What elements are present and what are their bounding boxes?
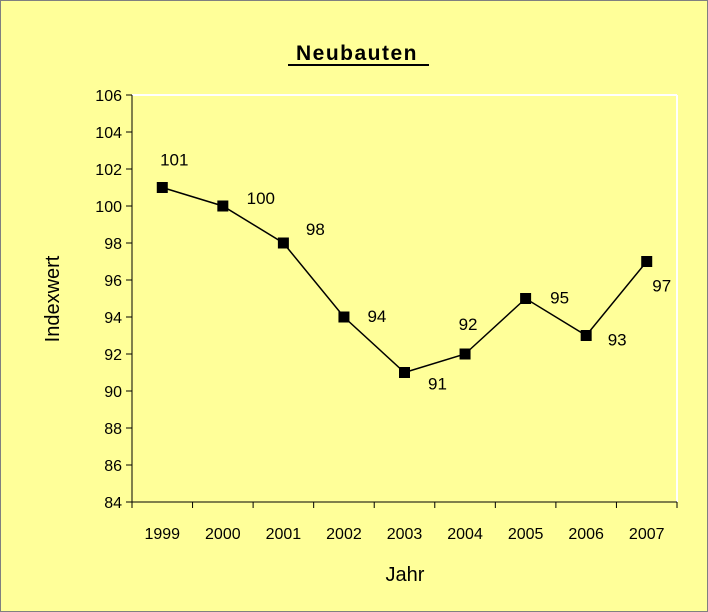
y-axis: 84 86 88 90 92 94 96 98 100 102 104 106 — [95, 88, 133, 512]
plot-background — [132, 95, 677, 502]
data-label: 97 — [652, 277, 671, 296]
plot-area — [132, 94, 678, 502]
data-point-marker — [338, 311, 350, 323]
data-point-marker — [217, 200, 229, 212]
y-tick-label: 100 — [95, 199, 122, 216]
data-label: 92 — [459, 315, 478, 334]
x-axis: 1999 2000 2001 2002 2003 2004 2005 2006 2007 — [131, 501, 678, 543]
x-tick-label: 2002 — [326, 526, 362, 543]
data-point-marker — [156, 182, 168, 193]
x-tick-label: 2001 — [266, 526, 302, 543]
data-point-marker — [277, 237, 289, 249]
y-axis-title: Indexwert — [42, 255, 64, 342]
y-tick-label: 94 — [104, 310, 122, 327]
y-tick-label: 88 — [104, 421, 122, 438]
y-tick-label: 86 — [104, 458, 122, 475]
chart-title: Neubauten — [296, 42, 418, 65]
data-point-marker — [580, 330, 592, 341]
x-tick-label: 2006 — [568, 526, 604, 543]
y-tick-label: 102 — [95, 162, 122, 179]
markers-group — [156, 182, 653, 378]
x-tick-label: 2005 — [508, 526, 544, 543]
data-point-marker — [459, 348, 471, 360]
y-tick-label: 98 — [104, 236, 122, 253]
y-tick-label: 104 — [95, 125, 122, 142]
data-label: 93 — [608, 331, 627, 350]
x-tick-label: 2004 — [447, 526, 483, 543]
data-label: 101 — [160, 151, 188, 170]
x-tick-label: 1999 — [144, 526, 180, 543]
y-tick-label: 84 — [104, 495, 122, 512]
data-labels-group: 101 100 98 94 91 92 95 93 97 — [160, 151, 671, 394]
data-point-marker — [641, 256, 653, 267]
y-tick-label: 106 — [95, 88, 122, 105]
x-axis-title: Jahr — [386, 564, 425, 586]
data-point-marker — [520, 293, 532, 304]
x-tick-label: 2003 — [387, 526, 423, 543]
data-label: 95 — [550, 289, 569, 308]
data-label: 98 — [306, 220, 325, 239]
data-label: 94 — [367, 307, 386, 326]
data-label: 100 — [247, 189, 275, 208]
y-tick-label: 96 — [104, 273, 122, 290]
x-tick-label: 2007 — [629, 526, 665, 543]
y-tick-label: 92 — [104, 347, 122, 364]
x-tick-label: 2000 — [205, 526, 241, 543]
y-tick-label: 90 — [104, 384, 122, 401]
data-label: 91 — [428, 375, 447, 394]
data-point-marker — [399, 367, 410, 378]
